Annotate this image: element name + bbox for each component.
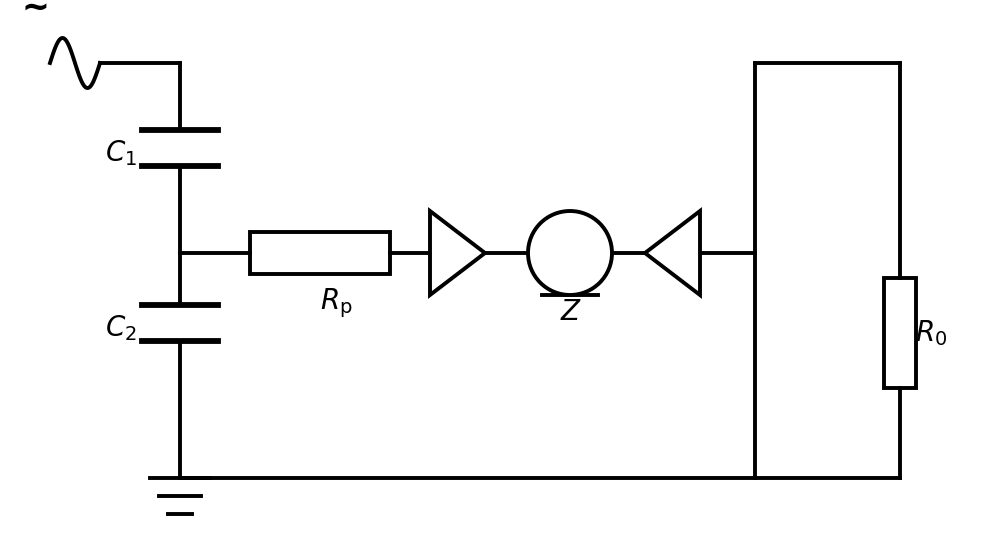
Bar	[250, 232, 390, 274]
Text: $\mathit{R}$$_{\mathrm{p}}$: $\mathit{R}$$_{\mathrm{p}}$	[320, 286, 353, 320]
Polygon shape	[430, 211, 485, 295]
Text: $\mathit{R}_{\mathrm{0}}$: $\mathit{R}_{\mathrm{0}}$	[915, 318, 947, 348]
Text: $\mathit{C}_{\mathit{1}}$: $\mathit{C}_{\mathit{1}}$	[105, 138, 137, 168]
Polygon shape	[645, 211, 700, 295]
Text: $\mathit{Z}$: $\mathit{Z}$	[560, 300, 582, 327]
Text: $\mathit{C}_{\mathit{2}}$: $\mathit{C}_{\mathit{2}}$	[105, 313, 137, 343]
Bar	[884, 278, 916, 388]
Text: ~: ~	[21, 0, 49, 25]
Circle shape	[528, 211, 612, 295]
